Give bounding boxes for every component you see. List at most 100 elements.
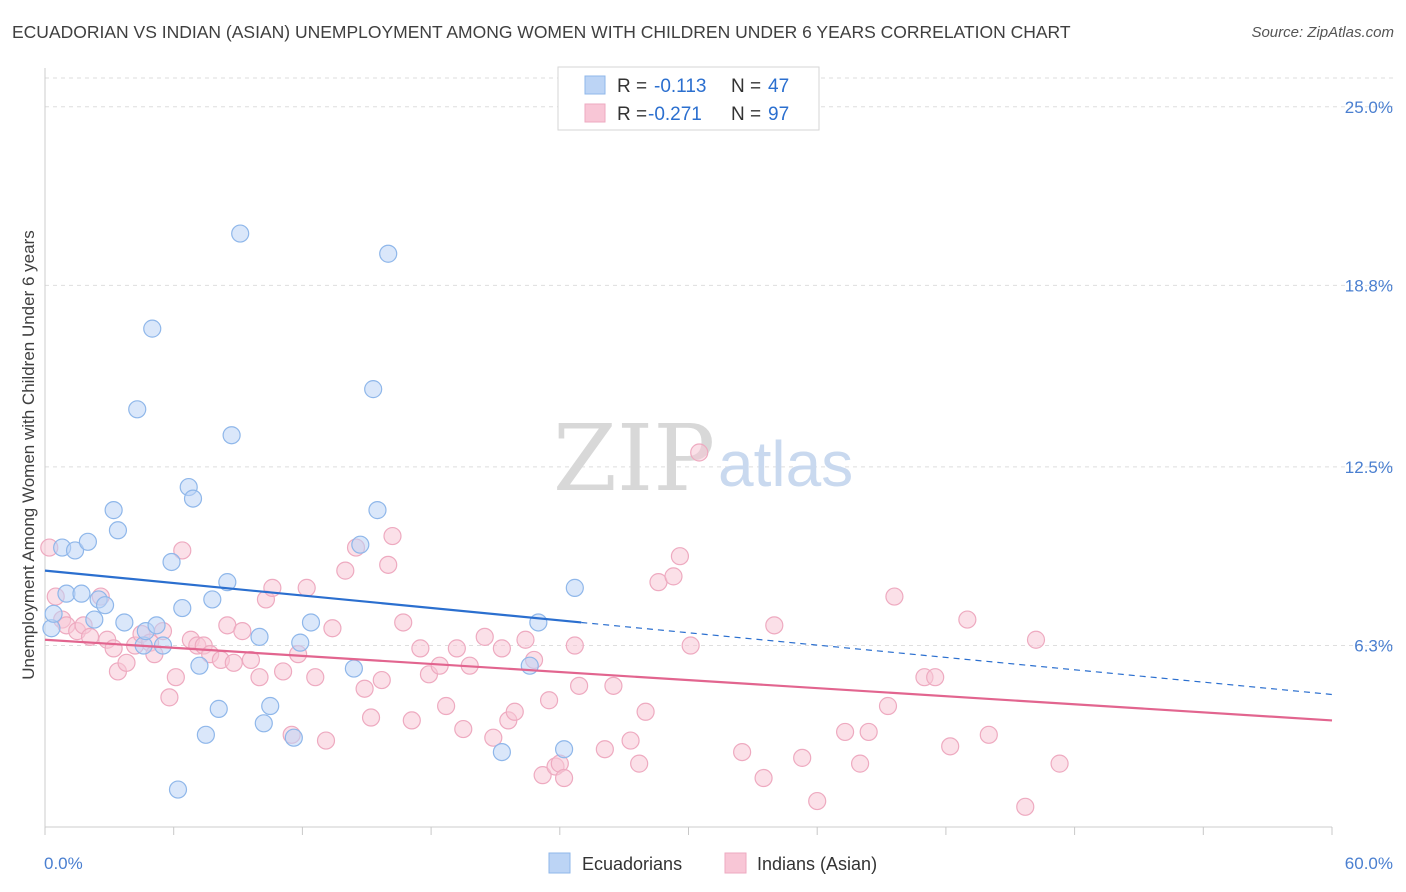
ecuadorian-point	[44, 604, 63, 623]
indian-point	[681, 636, 700, 655]
indian-point	[1016, 797, 1035, 816]
indian-point	[166, 668, 185, 687]
ecuadorian-point	[190, 656, 209, 675]
stats-swatch-ecuadorians	[584, 75, 606, 95]
trend-line-ecuadorians	[44, 569, 582, 624]
y-tick-label: 12.5%	[1345, 458, 1393, 477]
y-tick-label: 25.0%	[1345, 98, 1393, 117]
stats-r-label-indians: R =	[617, 104, 647, 125]
gridlines	[45, 77, 1394, 647]
ecuadorian-point	[85, 610, 104, 629]
ecuadorian-point	[104, 501, 123, 520]
indian-point	[233, 622, 252, 641]
ecuadorian-point	[108, 521, 128, 540]
indian-point	[604, 676, 623, 695]
y-axis-tick-labels: 6.3% 12.5% 18.8% 25.0%	[1345, 98, 1393, 656]
ecuadorian-point	[65, 541, 85, 560]
indian-point	[454, 719, 473, 739]
indian-point	[570, 676, 589, 695]
indian-point	[630, 754, 649, 773]
ecuadorian-point	[78, 532, 98, 551]
stats-n-value-ecuadorians: 47	[768, 76, 789, 97]
indian-point	[621, 731, 640, 750]
indian-point	[224, 653, 243, 672]
trend-line-indians	[44, 638, 1333, 722]
indian-point	[484, 728, 503, 747]
ecuadorian-point	[162, 552, 181, 572]
indian-point	[539, 691, 559, 710]
ecuadorian-point	[72, 584, 91, 603]
stats-n-label-ecuadorians: N =	[731, 76, 761, 97]
stats-box: R = -0.113 N = 47 R = -0.271 N = 97	[557, 66, 820, 131]
indian-point	[411, 639, 430, 658]
ecuadorian-point	[153, 636, 173, 655]
indian-point	[475, 627, 494, 646]
ecuadorian-point	[128, 400, 147, 419]
ecuadorian-point	[301, 613, 321, 632]
indian-point	[690, 443, 709, 462]
indian-point	[379, 555, 398, 574]
indian-point	[754, 768, 773, 788]
indian-point	[80, 627, 100, 646]
indian-point	[979, 725, 998, 744]
stats-n-label-indians: N =	[731, 104, 761, 125]
indian-point	[958, 610, 977, 629]
indian-point	[447, 639, 466, 658]
ecuadorian-point	[344, 659, 363, 678]
legend: Ecuadorians Indians (Asian)	[548, 852, 877, 874]
ecuadorian-point	[168, 780, 188, 799]
stats-r-label-ecuadorians: R =	[617, 76, 647, 97]
ecuadorian-point	[222, 426, 241, 445]
stats-n-value-indians: 97	[768, 104, 789, 125]
indian-point	[636, 702, 655, 721]
stats-r-value-ecuadorians: -0.113	[654, 76, 706, 97]
ecuadorian-point	[203, 590, 222, 609]
ecuadorian-point	[143, 319, 162, 338]
indian-point	[859, 722, 878, 742]
indian-point	[505, 702, 524, 721]
ecuadorian-point	[115, 613, 134, 632]
watermark: ZIP atlas	[553, 405, 853, 512]
indian-point	[765, 616, 784, 635]
legend-label-indians: Indians (Asian)	[757, 854, 877, 874]
indian-point	[117, 653, 136, 672]
ecuadorian-point	[368, 501, 387, 520]
ecuadorian-point	[554, 740, 574, 759]
indian-point	[361, 708, 381, 727]
ecuadorian-point	[196, 725, 215, 744]
indian-point	[306, 668, 325, 687]
ecuadorian-point	[529, 613, 548, 632]
watermark-zip: ZIP	[553, 405, 715, 512]
ecuadorian-point	[291, 633, 310, 652]
indian-point	[273, 662, 293, 681]
indian-point	[241, 650, 261, 670]
indian-point	[1026, 630, 1046, 649]
indian-point	[808, 791, 827, 811]
chart-title: ECUADORIAN VS INDIAN (ASIAN) UNEMPLOYMEN…	[12, 22, 1071, 42]
legend-swatch-ecuadorians	[548, 852, 571, 874]
indian-point	[835, 722, 855, 742]
legend-label-ecuadorians: Ecuadorians	[582, 854, 682, 874]
ecuadorian-point	[209, 699, 228, 718]
indian-point	[850, 754, 870, 773]
indian-point	[355, 679, 374, 698]
ecuadorian-point	[147, 616, 166, 635]
stats-swatch-indians	[584, 103, 606, 123]
indian-point	[565, 636, 584, 655]
y-axis-title: Unemployment Among Women with Children U…	[19, 230, 38, 679]
ecuadorian-point	[520, 656, 539, 675]
ecuadorian-point	[95, 596, 115, 615]
indian-point	[885, 587, 904, 606]
x-tick-label-min: 0.0%	[44, 854, 83, 873]
indian-point	[104, 639, 123, 658]
ecuadorian-point	[351, 535, 370, 554]
ecuadorian-point	[379, 244, 398, 263]
indian-point	[733, 742, 752, 762]
indian-point	[664, 567, 683, 586]
indian-point	[492, 639, 511, 658]
ecuadorian-point	[284, 728, 303, 747]
trend-line-ecuadorians-extension	[581, 621, 1333, 696]
indian-point	[402, 711, 421, 730]
x-tick-label-max: 60.0%	[1345, 854, 1393, 873]
